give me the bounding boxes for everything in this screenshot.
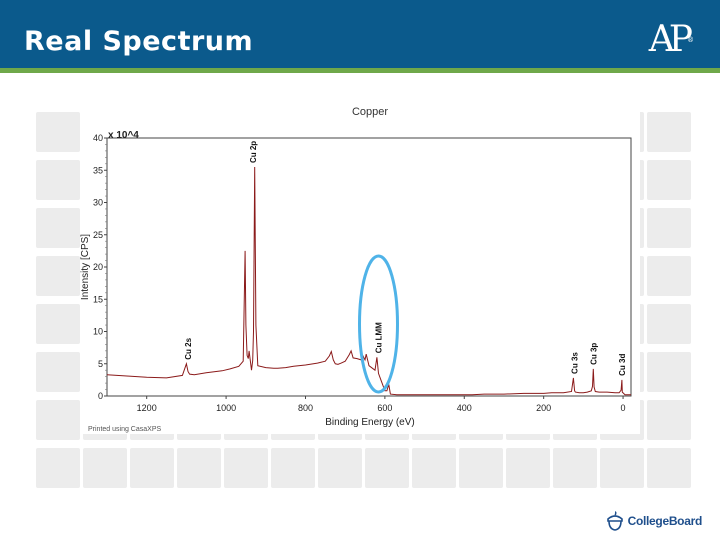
background-tile xyxy=(647,400,691,440)
highlight-ellipse xyxy=(358,254,399,394)
y-tick-label: 35 xyxy=(93,165,103,175)
background-tile xyxy=(36,160,80,200)
peak-labels: Cu 2s Cu 2p Cu LMM Cu 3s Cu 3p Cu 3d xyxy=(184,141,627,376)
peak-label: Cu LMM xyxy=(375,322,384,353)
background-tile xyxy=(600,448,644,488)
y-axis-ticks: 0 5 10 15 20 25 30 35 40 xyxy=(93,133,107,401)
background-tile xyxy=(506,448,550,488)
background-tile xyxy=(224,448,268,488)
college-board-text: CollegeBoard xyxy=(627,514,703,528)
x-tick-label: 600 xyxy=(377,403,392,413)
peak-label: Cu 2s xyxy=(184,337,193,359)
background-tile xyxy=(177,448,221,488)
background-tile xyxy=(36,208,80,248)
college-board-logo: CollegeBoard xyxy=(604,508,702,534)
x-tick-label: 0 xyxy=(621,403,626,413)
peak-label: Cu 3s xyxy=(571,352,580,374)
background-tile xyxy=(36,448,80,488)
background-tile xyxy=(83,448,127,488)
y-tick-label: 10 xyxy=(93,327,103,337)
y-axis-label: Intensity [CPS] xyxy=(80,234,91,300)
chart-footnote: Printed using CasaXPS xyxy=(88,426,161,433)
x-tick-label: 1000 xyxy=(216,403,236,413)
background-tile xyxy=(647,352,691,392)
y-tick-label: 25 xyxy=(93,230,103,240)
y-tick-label: 40 xyxy=(93,133,103,143)
background-tile xyxy=(647,256,691,296)
background-tile xyxy=(36,400,80,440)
background-tile xyxy=(647,160,691,200)
x-tick-label: 200 xyxy=(536,403,551,413)
background-tile xyxy=(459,448,503,488)
y-multiplier-label: x 10^4 xyxy=(108,130,139,141)
background-tile xyxy=(365,448,409,488)
background-tile xyxy=(647,304,691,344)
y-tick-label: 5 xyxy=(98,359,103,369)
background-tile xyxy=(36,112,80,152)
peak-label: Cu 3d xyxy=(618,354,627,376)
spectrum-series-line xyxy=(106,166,631,396)
x-tick-label: 1200 xyxy=(137,403,157,413)
background-tile xyxy=(412,448,456,488)
background-tile xyxy=(647,112,691,152)
x-tick-label: 400 xyxy=(457,403,472,413)
chart-title: Copper xyxy=(352,106,388,118)
slide-title: Real Spectrum xyxy=(24,26,254,57)
peak-label: Cu 2p xyxy=(249,141,258,163)
background-tile xyxy=(553,448,597,488)
background-tile xyxy=(36,304,80,344)
x-axis-label: Binding Energy (eV) xyxy=(325,417,415,428)
background-tile xyxy=(318,448,362,488)
background-tile xyxy=(130,448,174,488)
peak-label: Cu 3p xyxy=(589,343,598,365)
chart-background xyxy=(83,99,640,434)
x-tick-label: 800 xyxy=(298,403,313,413)
background-tile xyxy=(271,448,315,488)
background-tile xyxy=(36,352,80,392)
acorn-icon xyxy=(606,511,623,531)
background-tile xyxy=(647,448,691,488)
x-axis-ticks: 1200 1000 800 600 400 200 0 xyxy=(137,396,626,413)
ap-logo: AP® xyxy=(648,19,694,60)
y-tick-label: 30 xyxy=(93,198,103,208)
ap-logo-text: AP xyxy=(648,19,693,60)
y-tick-label: 20 xyxy=(93,262,103,272)
background-tile xyxy=(36,256,80,296)
slide-header: Real Spectrum AP® xyxy=(0,0,720,68)
y-tick-label: 15 xyxy=(93,294,103,304)
header-accent-line xyxy=(0,68,720,73)
y-tick-label: 0 xyxy=(98,391,103,401)
background-tile xyxy=(647,208,691,248)
